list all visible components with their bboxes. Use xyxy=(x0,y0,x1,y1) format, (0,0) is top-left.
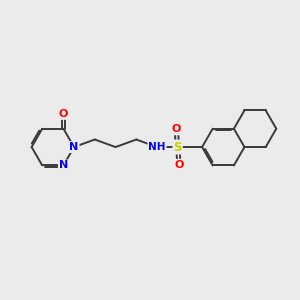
Text: O: O xyxy=(59,109,68,119)
Text: N: N xyxy=(59,160,68,170)
Text: O: O xyxy=(174,160,184,170)
Text: N: N xyxy=(69,142,79,152)
Text: S: S xyxy=(173,141,182,154)
Text: O: O xyxy=(172,124,181,134)
Text: NH: NH xyxy=(148,142,166,152)
